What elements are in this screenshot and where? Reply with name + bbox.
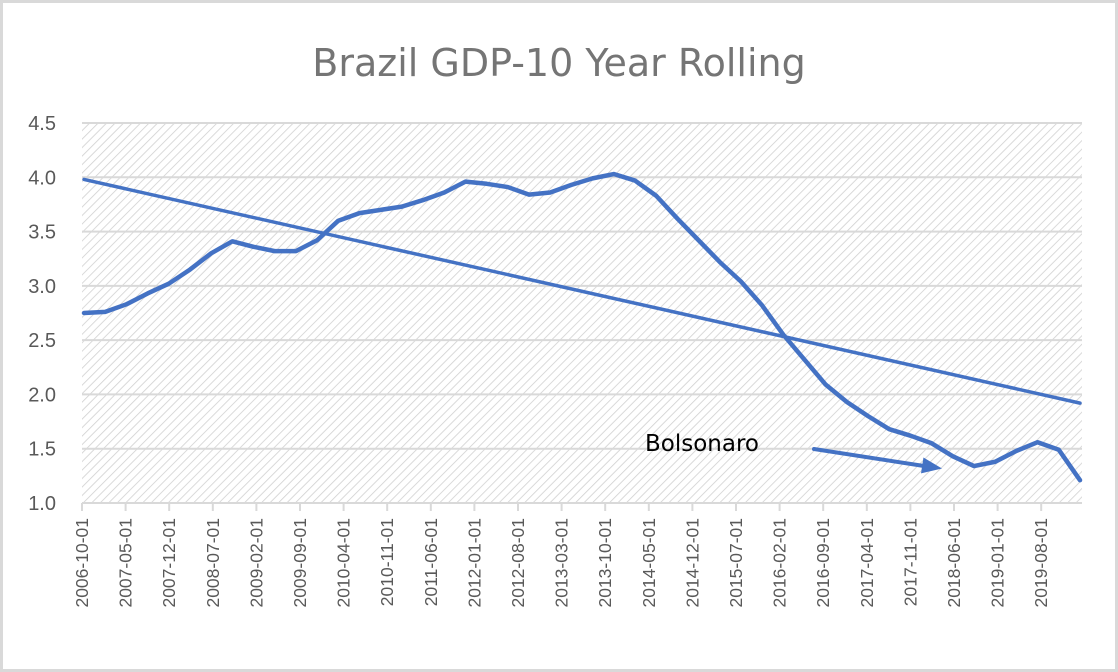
x-tick-label: 2011-06-01 <box>421 518 441 606</box>
x-tick-label: 2006-10-01 <box>72 518 92 608</box>
x-tick-label: 2017-04-01 <box>857 518 877 608</box>
x-tick-label: 2014-12-01 <box>682 518 702 608</box>
x-tick-label: 2009-09-01 <box>290 518 310 608</box>
x-tick-label: 2017-11-01 <box>900 518 920 606</box>
arrow-shaft <box>812 447 926 468</box>
y-tick-label: 2.0 <box>28 384 56 406</box>
x-tick-label: 2012-01-01 <box>464 518 484 608</box>
y-tick-label: 1.5 <box>28 439 56 461</box>
x-tick-label: 2010-11-01 <box>377 518 397 606</box>
x-tick-label: 2010-04-01 <box>334 518 354 608</box>
x-tick-label: 2019-01-01 <box>988 518 1008 608</box>
x-axis: 2006-10-01 2007-05-01 2007-12-01 2008-07-01… <box>72 502 1082 608</box>
x-tick-label: 2012-08-01 <box>508 518 528 608</box>
trendline <box>82 177 1082 405</box>
series-line-gdp <box>81 171 1083 483</box>
annotation-arrow <box>812 447 942 474</box>
gridlines <box>82 122 1082 450</box>
y-tick-label: 3.5 <box>28 222 56 244</box>
y-tick-label: 4.5 <box>28 113 56 135</box>
series-group <box>81 171 1083 483</box>
chart-title: Brazil GDP-10 Year Rolling <box>312 41 805 85</box>
y-tick-label: 3.0 <box>28 276 56 298</box>
annotation-label: Bolsonaro <box>645 431 759 457</box>
x-tick-label: 2014-05-01 <box>639 518 659 608</box>
x-tick-label: 2015-07-01 <box>726 518 746 608</box>
arrow-head <box>921 457 942 474</box>
x-tick-label: 2019-08-01 <box>1031 518 1051 608</box>
y-axis: 1.0 1.5 2.0 2.5 3.0 3.5 4.0 4.5 <box>28 113 56 515</box>
x-tick-label: 2009-02-01 <box>246 518 266 608</box>
x-tick-label: 2008-07-01 <box>203 518 223 608</box>
x-tick-label: 2018-06-01 <box>944 518 964 608</box>
y-tick-label: 1.0 <box>28 493 56 515</box>
y-tick-label: 4.0 <box>28 167 56 189</box>
x-tick-label: 2007-12-01 <box>159 518 179 608</box>
x-tick-label: 2016-02-01 <box>770 518 790 608</box>
y-tick-label: 2.5 <box>28 330 56 352</box>
x-tick-label: 2013-03-01 <box>552 518 572 608</box>
x-tick-label: 2016-09-01 <box>813 518 833 608</box>
x-tick-label: 2013-10-01 <box>595 518 615 608</box>
x-tick-label: 2007-05-01 <box>116 518 136 608</box>
